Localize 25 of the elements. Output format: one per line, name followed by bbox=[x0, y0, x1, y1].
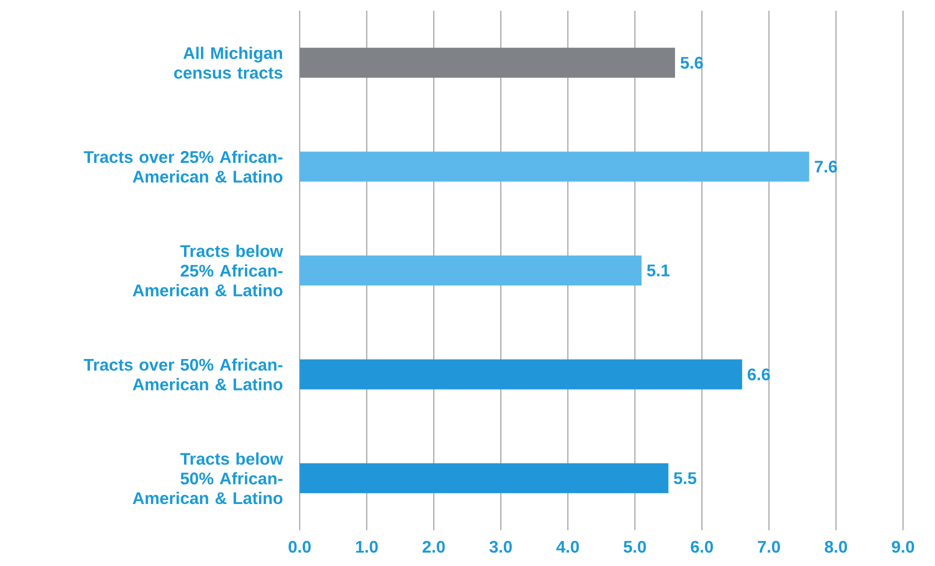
bar bbox=[300, 48, 676, 78]
data-label: 5.1 bbox=[647, 264, 670, 276]
y-tick-label: Tracts over 50% African-American & Latino bbox=[84, 358, 282, 390]
y-tick-label: Tracts over 25% African-American & Latino bbox=[84, 150, 282, 183]
x-tick-label: 7.0 bbox=[758, 540, 780, 553]
x-tick-label: 4.0 bbox=[556, 540, 579, 553]
x-tick-label: 0.0 bbox=[288, 540, 311, 553]
bar bbox=[300, 463, 668, 494]
y-tick-label: All Michigan census tracts bbox=[174, 46, 282, 79]
data-label: 7.6 bbox=[814, 160, 837, 172]
x-tick-label: 9.0 bbox=[892, 540, 914, 553]
data-label: 6.6 bbox=[748, 368, 770, 380]
x-tick-label: 5.0 bbox=[624, 540, 646, 553]
x-tick-label: 3.0 bbox=[489, 540, 512, 553]
y-tick-label: Tracts below 25% African-American & Latino bbox=[132, 244, 284, 296]
x-tick-label: 6.0 bbox=[690, 540, 713, 553]
x-tick-label: 8.0 bbox=[824, 540, 848, 553]
data-label: 5.6 bbox=[680, 56, 703, 69]
data-label: 5.5 bbox=[674, 472, 696, 484]
bar bbox=[300, 152, 810, 182]
x-tick-label: 1.0 bbox=[356, 540, 378, 553]
y-tick-label: Tracts below 50% African-American & Latino bbox=[132, 452, 284, 504]
x-tick-label: 2.0 bbox=[422, 540, 445, 553]
bar bbox=[300, 359, 742, 390]
bar bbox=[300, 255, 642, 286]
